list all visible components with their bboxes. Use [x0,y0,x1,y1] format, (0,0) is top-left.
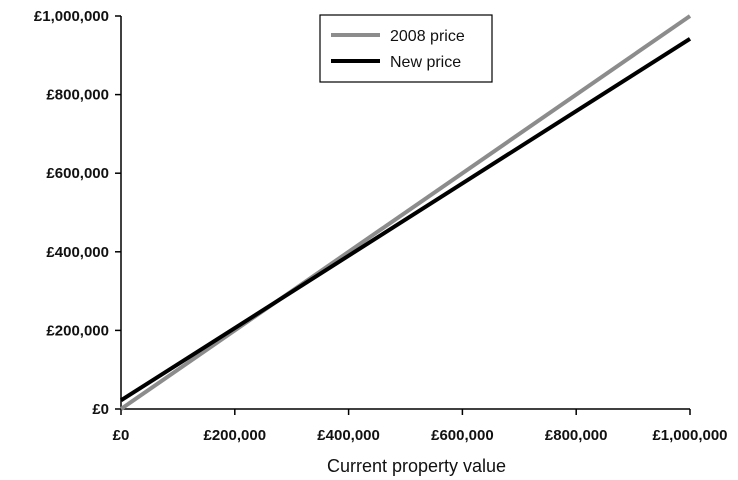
y-tick-label: £400,000 [46,244,109,261]
legend: 2008 price New price [319,14,493,83]
x-axis-ticks: £0 £200,000 £400,000 £600,000 £800,000 £1,000… [113,409,728,444]
y-tick-label: £0 [92,401,109,418]
x-tick-label: £1,000,000 [652,427,727,444]
x-tick-label: £0 [113,427,130,444]
x-tick-label: £800,000 [545,427,608,444]
axes [120,16,690,410]
legend-box [319,14,493,83]
x-tick-label: £400,000 [317,427,380,444]
y-tick-label: £200,000 [46,322,109,339]
series-line-new-price [119,37,692,403]
y-tick-label: £800,000 [46,87,109,104]
y-tick-label: £600,000 [46,165,109,182]
series-lines [119,14,692,411]
x-tick-label: £600,000 [431,427,494,444]
y-axis-ticks: £0 £200,000 £400,000 £600,000 £800,000 £1,000… [34,8,121,418]
x-tick-label: £200,000 [204,427,267,444]
legend-label: 2008 price [390,28,465,45]
x-axis-title: Current property value [327,456,506,476]
legend-label: New price [390,54,461,71]
y-tick-label: £1,000,000 [34,8,109,25]
series-line-2008-price [119,14,692,411]
